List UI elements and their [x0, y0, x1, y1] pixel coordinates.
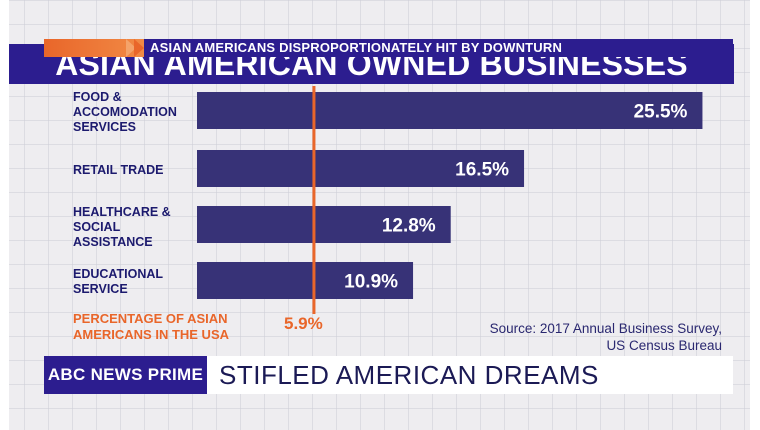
reference-line-value: 5.9% — [284, 314, 323, 334]
bar-value-label-3: 10.9% — [344, 272, 398, 293]
category-label-healthcare: HEALTHCARE & SOCIAL ASSISTANCE — [73, 205, 203, 250]
network-logo-box: ABC NEWS PRIME — [44, 356, 207, 394]
chevron-right-icon — [134, 39, 144, 57]
network-logo: ABC NEWS PRIME — [48, 365, 203, 385]
bar-value-label-0: 25.5% — [634, 102, 688, 123]
category-label-educational: EDUCATIONAL SERVICE — [73, 267, 203, 297]
lower-third: ABC NEWS PRIME STIFLED AMERICAN DREAMS — [0, 356, 760, 416]
bar-0 — [197, 92, 702, 129]
reference-line-label: PERCENTAGE OF ASIAN AMERICANS IN THE USA — [73, 311, 273, 343]
ticker-text: ASIAN AMERICANS DISPROPORTIONATELY HIT B… — [150, 39, 562, 57]
headline: STIFLED AMERICAN DREAMS — [219, 360, 599, 391]
headline-box: STIFLED AMERICAN DREAMS — [207, 356, 733, 394]
category-label-retail-trade: RETAIL TRADE — [73, 163, 203, 178]
bar-value-label-1: 16.5% — [455, 160, 509, 181]
source-note: Source: 2017 Annual Business Survey, US … — [486, 320, 722, 354]
category-label-food-accommodation: FOOD & ACCOMODATION SERVICES — [73, 90, 203, 135]
bar-value-label-2: 12.8% — [382, 216, 436, 237]
